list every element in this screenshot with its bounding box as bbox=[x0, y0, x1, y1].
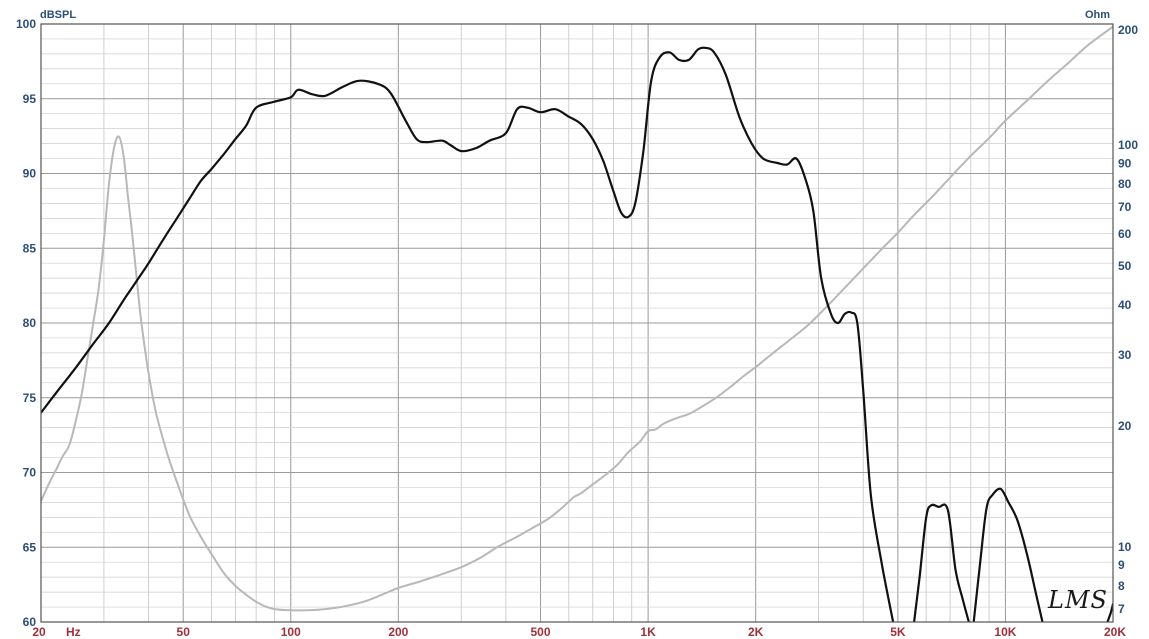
x-tick-label: 2K bbox=[748, 625, 764, 639]
x-tick-label: 5K bbox=[890, 625, 906, 639]
left-tick-label: 90 bbox=[23, 167, 37, 181]
x-tick-label: 10K bbox=[994, 625, 1016, 639]
lms-watermark: LMS bbox=[1047, 586, 1108, 614]
left-tick-label: 75 bbox=[23, 391, 37, 405]
tick-labels: 60 65 70 75 80 85 90 95 100 7 8 9 10 20 30 40 50 60 70 80 90… bbox=[16, 17, 1138, 639]
left-tick-label: 80 bbox=[23, 316, 37, 330]
right-tick-label: 20 bbox=[1118, 419, 1132, 433]
right-tick-label: 40 bbox=[1118, 298, 1132, 312]
spl-curve bbox=[972, 487, 1044, 622]
right-tick-label: 70 bbox=[1118, 200, 1132, 214]
right-tick-label: 60 bbox=[1118, 227, 1132, 241]
right-tick-label: 8 bbox=[1118, 579, 1125, 593]
left-axis-unit: dBSPL bbox=[40, 9, 76, 21]
right-tick-label: 100 bbox=[1118, 138, 1138, 152]
x-tick-label: 100 bbox=[281, 625, 301, 639]
plot-frame bbox=[40, 23, 1114, 623]
left-tick-label: 85 bbox=[23, 241, 37, 255]
x-tick-label: 50 bbox=[177, 625, 191, 639]
x-tick-label: 1K bbox=[640, 625, 656, 639]
x-axis-unit: Hz bbox=[66, 625, 81, 639]
right-axis-unit: Ohm bbox=[1085, 9, 1110, 21]
right-tick-label: 80 bbox=[1118, 177, 1132, 191]
right-tick-label: 200 bbox=[1118, 23, 1138, 37]
right-tick-label: 30 bbox=[1118, 348, 1132, 362]
spl-curve bbox=[41, 46, 895, 622]
x-tick-label: 500 bbox=[531, 625, 551, 639]
spl-curve bbox=[913, 503, 970, 622]
left-tick-label: 100 bbox=[16, 17, 36, 31]
right-tick-label: 10 bbox=[1118, 540, 1132, 554]
left-tick-label: 60 bbox=[23, 615, 37, 629]
left-tick-label: 65 bbox=[23, 540, 37, 554]
x-tick-label: 20K bbox=[1104, 625, 1126, 639]
right-tick-label: 9 bbox=[1118, 558, 1125, 572]
right-tick-label: 90 bbox=[1118, 156, 1132, 170]
left-tick-label: 70 bbox=[23, 466, 37, 480]
right-tick-label: 7 bbox=[1118, 602, 1125, 616]
grid bbox=[41, 24, 1113, 622]
impedance-curve bbox=[41, 25, 1113, 612]
series-group bbox=[41, 25, 1113, 622]
left-tick-label: 95 bbox=[23, 92, 37, 106]
x-tick-label: 20 bbox=[32, 625, 46, 639]
right-tick-label: 50 bbox=[1118, 259, 1132, 273]
x-tick-label: 200 bbox=[388, 625, 408, 639]
